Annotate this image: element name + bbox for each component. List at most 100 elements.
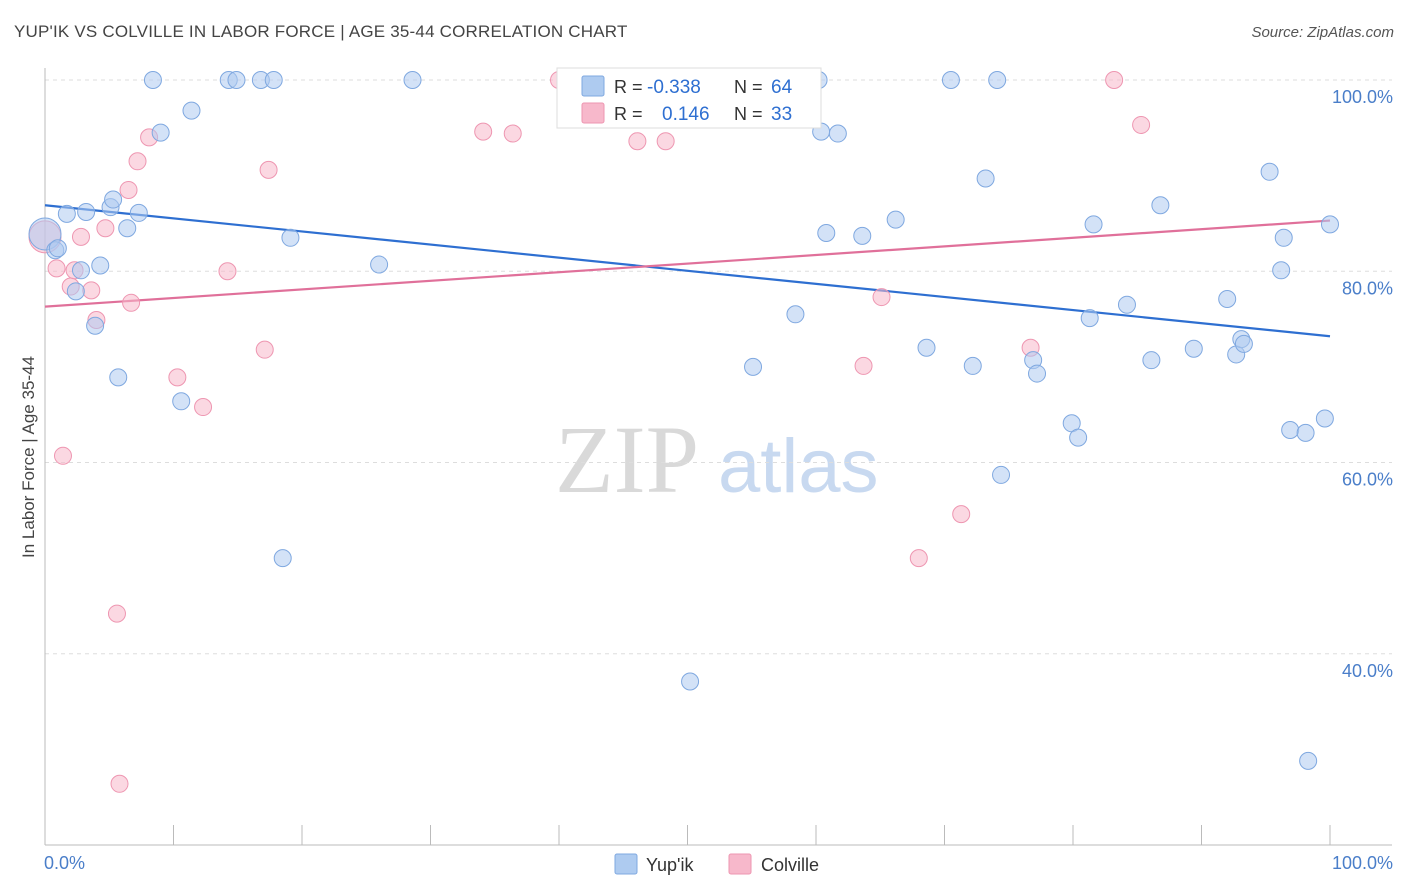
y-tick-label: 40.0%: [1342, 661, 1393, 681]
stats-yupik-n-value: 64: [771, 77, 793, 98]
point-yupik: [1281, 420, 1300, 439]
point-yupik: [370, 255, 389, 274]
point-yupik: [941, 71, 960, 89]
point-colville: [110, 774, 129, 793]
point-yupik: [1151, 196, 1170, 215]
trendline-yupik: [44, 204, 1331, 338]
point-yupik: [1184, 339, 1203, 358]
y-tick-label: 60.0%: [1342, 470, 1393, 490]
point-colville: [255, 340, 274, 359]
stats-colville-r-label: R =: [614, 104, 643, 124]
point-colville: [122, 293, 141, 312]
point-yupik: [817, 224, 836, 242]
point-colville: [259, 160, 278, 179]
point-colville: [628, 132, 647, 151]
point-yupik: [403, 71, 422, 89]
source-credit: Source: ZipAtlas.com: [1251, 24, 1394, 41]
stats-box: R = -0.338 N = 64 R = 0.146 N = 33: [556, 67, 822, 129]
point-yupik: [853, 226, 872, 245]
x-tick-label-max: 100.0%: [1332, 853, 1393, 873]
point-yupik: [86, 316, 105, 335]
stats-yupik-r-value: -0.338: [647, 77, 701, 98]
point-yupik: [1299, 751, 1318, 770]
point-yupik: [988, 71, 1007, 89]
point-colville: [71, 227, 90, 246]
point-yupik: [77, 202, 96, 221]
point-yupik: [227, 71, 246, 89]
point-yupik: [1084, 215, 1103, 234]
point-colville: [194, 398, 213, 417]
point-yupik: [786, 305, 805, 324]
point-yupik: [992, 465, 1011, 484]
point-yupik: [281, 228, 300, 247]
point-yupik: [1274, 228, 1293, 247]
stats-yupik-r-label: R =: [614, 77, 643, 97]
stats-colville-r-value: 0.146: [662, 104, 710, 125]
point-yupik: [1117, 295, 1136, 314]
point-yupik: [109, 368, 128, 387]
y-tick-label: 80.0%: [1342, 278, 1393, 298]
point-yupik: [118, 219, 137, 238]
point-colville: [503, 124, 522, 143]
point-yupik: [1069, 428, 1088, 447]
point-yupik: [71, 261, 90, 280]
point-yupik: [172, 392, 191, 411]
point-colville: [119, 180, 138, 199]
point-colville: [168, 368, 187, 387]
point-yupik: [273, 549, 292, 568]
watermark-zip: ZIP: [555, 406, 699, 513]
stats-yupik-swatch: [581, 75, 605, 97]
point-yupik: [91, 256, 110, 275]
legend-yupik-swatch[interactable]: [614, 853, 638, 875]
point-yupik: [48, 239, 67, 258]
x-tick-label-min: 0.0%: [44, 853, 85, 873]
point-yupik: [1218, 289, 1237, 308]
trend-lines: [44, 204, 1331, 338]
stats-colville-n-value: 33: [771, 104, 792, 125]
stats-colville-n-label: N =: [734, 104, 763, 124]
point-yupik: [66, 282, 85, 301]
legend-colville-swatch[interactable]: [728, 853, 752, 875]
y-tick-labels: 100.0% 80.0% 60.0% 40.0%: [1332, 87, 1393, 681]
legend-yupik-label[interactable]: Yup'ik: [646, 855, 694, 875]
stats-colville-swatch: [581, 102, 605, 124]
point-yupik: [264, 71, 283, 89]
point-colville: [872, 288, 891, 307]
point-yupik: [57, 204, 76, 223]
point-yupik: [963, 356, 982, 375]
point-yupik: [1142, 351, 1161, 370]
point-yupik: [886, 210, 905, 229]
chart-title: YUP'IK VS COLVILLE IN LABOR FORCE | AGE …: [14, 22, 628, 41]
trendline-colville: [44, 219, 1331, 308]
point-colville: [656, 132, 675, 151]
legend: Yup'ik Colville: [614, 853, 819, 875]
y-axis-label: In Labor Force | Age 35-44: [19, 356, 38, 558]
point-yupik: [1296, 423, 1315, 442]
point-yupik: [744, 357, 763, 376]
point-yupik: [1272, 261, 1291, 280]
point-yupik: [1028, 364, 1047, 383]
gridlines: [45, 79, 1392, 655]
point-colville: [1105, 71, 1124, 89]
point-colville: [474, 122, 493, 141]
point-colville: [82, 281, 101, 300]
axes: [44, 68, 1392, 846]
point-yupik: [1260, 162, 1279, 181]
point-colville: [107, 604, 126, 623]
point-yupik: [151, 123, 170, 142]
point-yupik: [104, 190, 123, 209]
point-yupik: [1080, 309, 1099, 328]
y-tick-label: 100.0%: [1332, 87, 1393, 107]
point-yupik: [976, 169, 995, 188]
point-colville: [1132, 115, 1151, 134]
point-yupik: [182, 101, 201, 120]
point-yupik: [143, 71, 162, 89]
stats-yupik-n-label: N =: [734, 77, 763, 97]
watermark-atlas: atlas: [718, 424, 879, 509]
point-colville: [854, 356, 873, 375]
legend-colville-label[interactable]: Colville: [761, 855, 819, 875]
point-yupik: [681, 672, 700, 691]
point-yupik: [129, 203, 148, 222]
point-yupik: [1321, 215, 1339, 234]
